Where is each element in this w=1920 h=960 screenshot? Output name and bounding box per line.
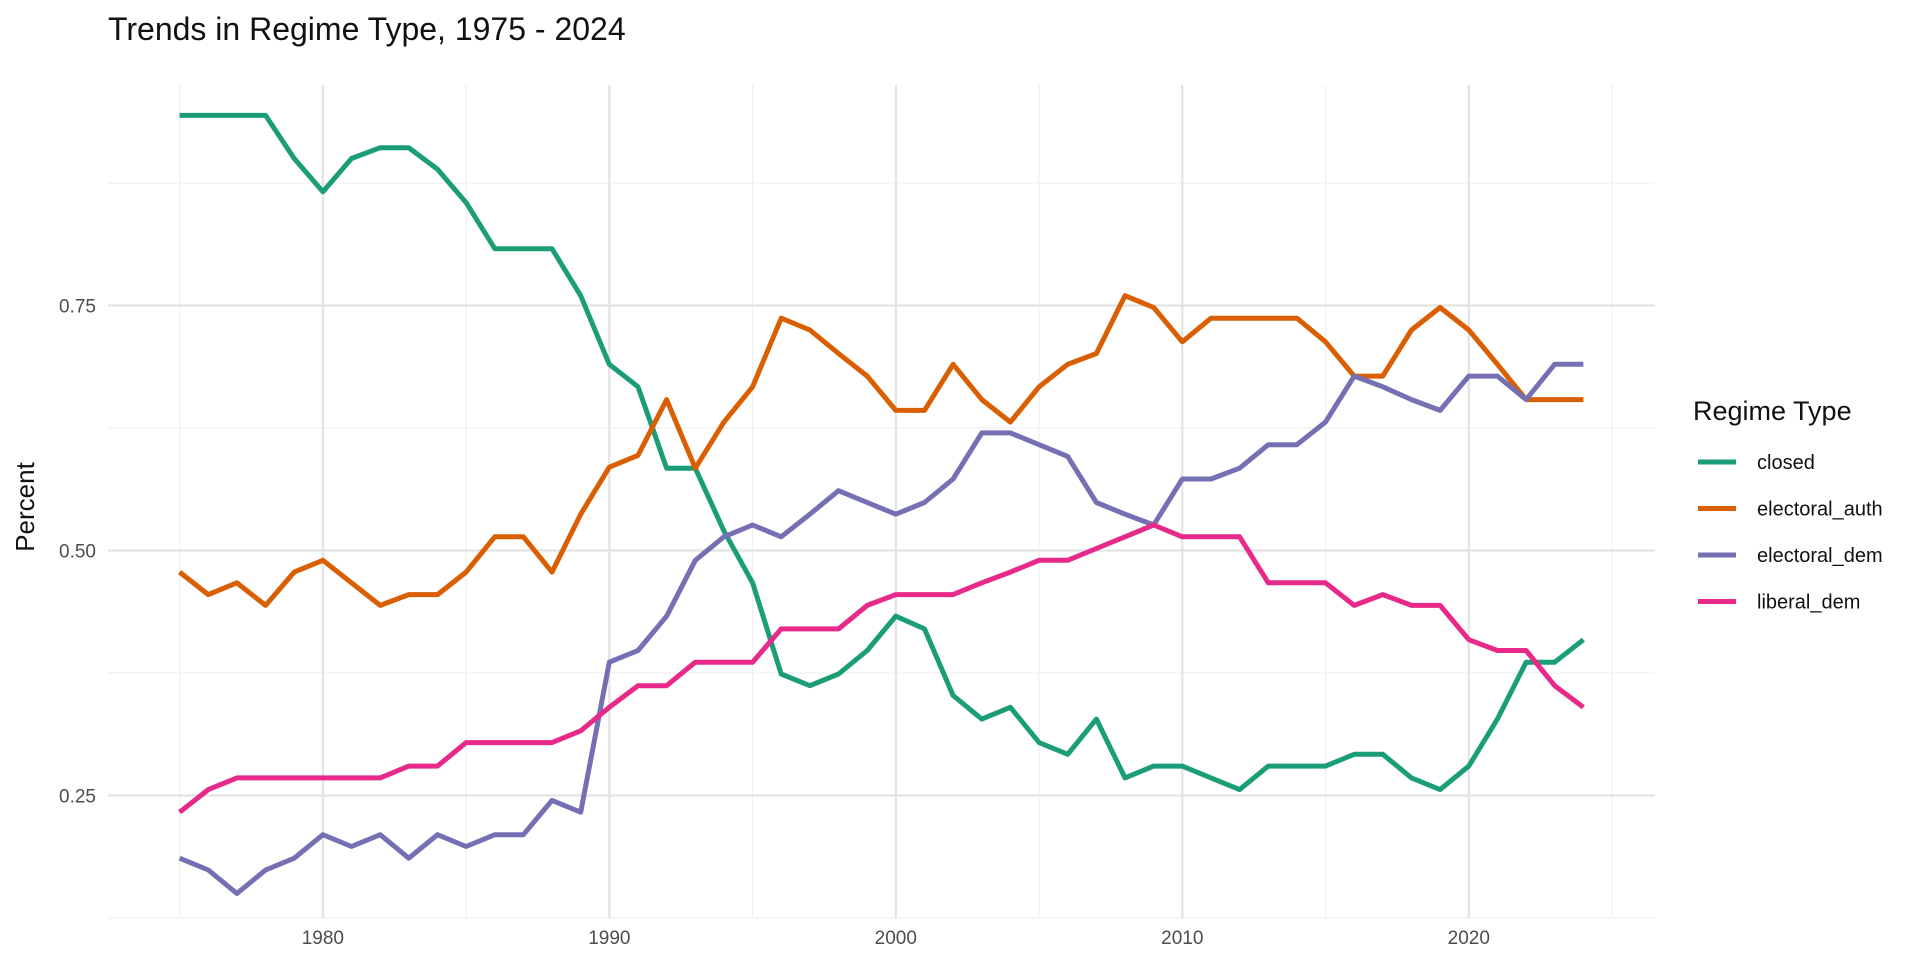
legend-label: closed bbox=[1757, 452, 1815, 474]
x-tick-label: 2000 bbox=[875, 928, 917, 949]
legend: Regime Type closed electoral_auth electora… bbox=[1693, 396, 1883, 614]
legend-label: liberal_dem bbox=[1757, 592, 1860, 614]
series-line-electoral-auth bbox=[178, 293, 1584, 608]
legend-label: electoral_dem bbox=[1757, 545, 1883, 567]
y-tick-label: 0.75 bbox=[59, 297, 96, 318]
series-lines bbox=[178, 112, 1585, 896]
series-line-electoral-dem bbox=[178, 361, 1584, 896]
x-tick-label: 2020 bbox=[1448, 928, 1490, 949]
grid bbox=[108, 85, 1655, 919]
x-tick-label: 1990 bbox=[588, 928, 630, 949]
x-tick-label: 1980 bbox=[302, 928, 344, 949]
legend-label: electoral_auth bbox=[1757, 499, 1883, 521]
y-tick-label: 0.50 bbox=[59, 542, 96, 563]
x-axis-ticks: 1980 1990 2000 2010 2020 bbox=[302, 928, 1490, 949]
x-tick-label: 2010 bbox=[1161, 928, 1203, 949]
series-line-liberal-dem bbox=[178, 522, 1585, 815]
y-axis-title: Percent bbox=[10, 461, 40, 551]
legend-title: Regime Type bbox=[1693, 396, 1852, 426]
legend-items: closed electoral_auth electoral_demliberal… bbox=[1698, 452, 1883, 614]
y-tick-label: 0.25 bbox=[59, 787, 96, 808]
series-line-closed bbox=[179, 112, 1585, 793]
chart-title: Trends in Regime Type, 1975 - 2024 bbox=[108, 11, 626, 47]
y-axis-ticks: 0.25 0.50 0.75 bbox=[59, 297, 96, 808]
